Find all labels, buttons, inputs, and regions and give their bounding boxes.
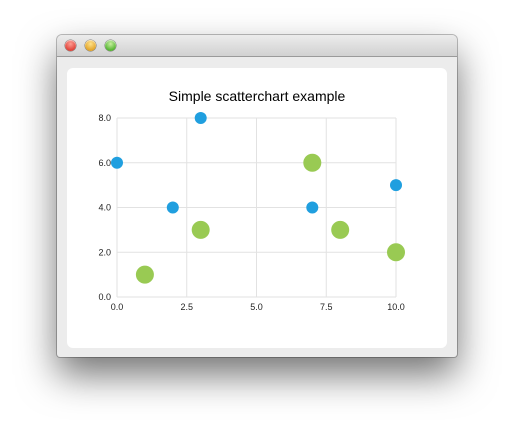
scatter-chart: Simple scatterchart example 0.0 2.5 5.0 7.5… bbox=[98, 88, 405, 312]
y-tick-label: 2.0 bbox=[98, 247, 111, 257]
series-1-point bbox=[306, 201, 319, 214]
y-tick-label: 0.0 bbox=[98, 292, 111, 302]
app-window: Simple scatterchart example 0.0 2.5 5.0 7.5… bbox=[57, 35, 457, 357]
series-2-point bbox=[331, 220, 350, 239]
series-1-point bbox=[111, 156, 123, 169]
series-2-point bbox=[135, 265, 154, 284]
y-tick-label: 6.0 bbox=[98, 158, 111, 168]
chart-title: Simple scatterchart example bbox=[169, 88, 346, 104]
series-2-point bbox=[387, 243, 405, 262]
title-bar[interactable] bbox=[57, 35, 457, 57]
series-1-point bbox=[166, 201, 179, 214]
data-points bbox=[111, 112, 405, 284]
x-tick-label: 5.0 bbox=[250, 302, 263, 312]
series-1-point bbox=[390, 179, 402, 192]
y-axis-ticks: 0.0 2.0 4.0 6.0 8.0 bbox=[98, 113, 111, 302]
x-axis-ticks: 0.0 2.5 5.0 7.5 10.0 bbox=[111, 302, 405, 312]
grid bbox=[116, 117, 397, 298]
x-tick-label: 10.0 bbox=[387, 302, 405, 312]
chart-view: Simple scatterchart example 0.0 2.5 5.0 7.5… bbox=[67, 68, 447, 348]
close-button[interactable] bbox=[65, 40, 76, 51]
x-tick-label: 2.5 bbox=[180, 302, 193, 312]
series-2-point bbox=[191, 220, 210, 239]
zoom-button[interactable] bbox=[105, 40, 116, 51]
minimize-button[interactable] bbox=[85, 40, 96, 51]
series-1-point bbox=[194, 112, 207, 124]
x-tick-label: 0.0 bbox=[111, 302, 124, 312]
x-tick-label: 7.5 bbox=[320, 302, 333, 312]
y-tick-label: 4.0 bbox=[98, 203, 111, 213]
y-tick-label: 8.0 bbox=[98, 113, 111, 123]
series-2-point bbox=[303, 153, 322, 172]
